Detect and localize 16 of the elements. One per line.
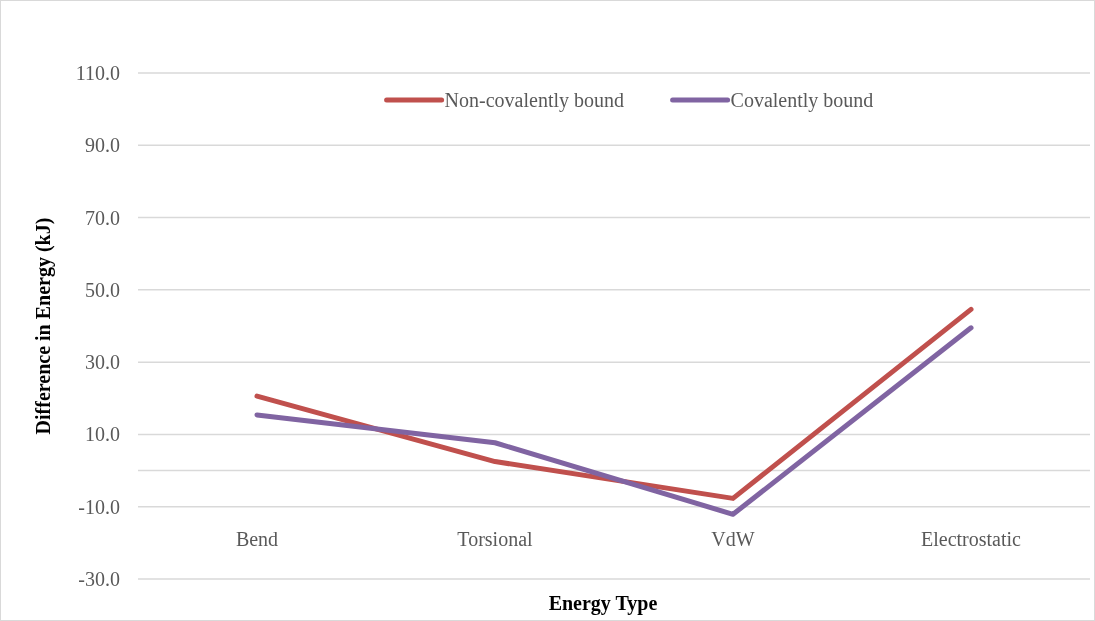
x-tick-label: Electrostatic bbox=[921, 528, 1022, 550]
x-tick-label: VdW bbox=[711, 528, 755, 550]
x-tick-label: Bend bbox=[235, 528, 279, 550]
legend-label: Covalently bound bbox=[730, 89, 874, 112]
x-axis-title: Energy Type bbox=[548, 592, 658, 615]
y-tick-label: 70.0 bbox=[85, 206, 120, 229]
y-tick-label: 30.0 bbox=[85, 351, 120, 374]
y-axis-title: Difference in Energy (kJ) bbox=[32, 217, 55, 435]
y-tick-label: -10.0 bbox=[78, 495, 120, 518]
y-tick-label: -30.0 bbox=[78, 568, 120, 590]
y-tick-label: 10.0 bbox=[85, 423, 120, 446]
x-tick-label: Torsional bbox=[457, 528, 534, 550]
y-tick-label: 50.0 bbox=[85, 278, 120, 301]
y-tick-label: 110.0 bbox=[75, 62, 120, 84]
legend-label: Non-covalently bound bbox=[444, 89, 625, 112]
y-tick-label: 90.0 bbox=[85, 134, 120, 157]
